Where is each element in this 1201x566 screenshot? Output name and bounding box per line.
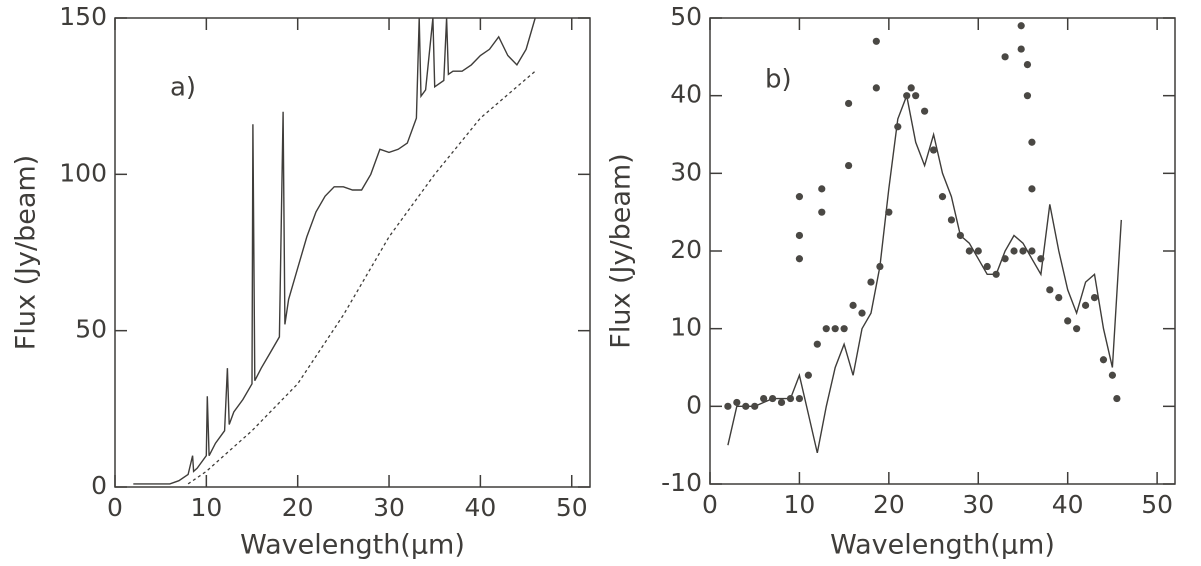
data-point: [822, 325, 830, 333]
data-point: [947, 216, 956, 224]
y-tick-label: 10: [670, 313, 702, 342]
data-point: [965, 247, 973, 255]
y-axis-title: Flux (Jy/beam): [606, 153, 637, 348]
y-tick-label: 100: [59, 158, 107, 187]
data-point: [795, 231, 804, 240]
data-point: [1028, 138, 1036, 146]
data-point: [818, 185, 826, 193]
x-tick-label: 40: [1052, 490, 1084, 519]
y-axis-title: Flux (Jy/beam): [11, 155, 42, 350]
data-point: [1108, 371, 1117, 379]
panel: 0 10 20 30 40 50 0 50 100 150 Wavelength(μm) Flux (…: [11, 2, 591, 561]
data-point: [1055, 294, 1063, 302]
data-point: [1090, 294, 1099, 302]
y-tick-label: 0: [91, 471, 107, 500]
data-point: [1017, 45, 1025, 53]
y-tick-label: -10: [661, 468, 702, 497]
data-point: [938, 193, 947, 201]
data-point: [742, 402, 750, 410]
spectrum-line: [727, 93, 1122, 454]
data-point: [795, 255, 804, 263]
data-point: [1099, 356, 1108, 364]
panel: 0 10 20 30 40 50-1001020304050Wavelength(μm)F…: [606, 2, 1176, 561]
data-point: [885, 208, 893, 216]
x-tick-label: 0: [702, 490, 718, 519]
data-point: [1023, 61, 1032, 69]
data-point: [849, 301, 857, 309]
data-point: [858, 309, 866, 317]
data-point: [760, 394, 768, 403]
data-point: [894, 123, 902, 131]
data-point: [1010, 247, 1018, 255]
data-point: [1001, 255, 1009, 263]
data-point: [1028, 247, 1036, 255]
data-point: [992, 270, 1000, 278]
plot-frame: [114, 17, 591, 488]
data-point: [907, 84, 915, 92]
y-tick-label: 50: [670, 2, 702, 31]
data-point: [777, 398, 786, 407]
data-point: [1081, 301, 1090, 309]
y-tick-label: 0: [686, 390, 702, 419]
data-point: [804, 371, 812, 379]
data-point: [876, 262, 884, 271]
data-point: [751, 402, 759, 410]
x-tick-label: 10: [190, 493, 222, 522]
x-tick-label: 30: [962, 490, 994, 519]
y-tick-label: 150: [59, 2, 107, 31]
data-point: [929, 146, 938, 154]
x-tick-label: 50: [556, 493, 588, 522]
x-tick-label: 10: [784, 490, 816, 519]
data-point: [872, 37, 880, 45]
data-point: [872, 84, 880, 92]
x-tick-label: 0: [107, 493, 123, 522]
x-tick-label: 40: [464, 493, 496, 522]
data-point: [786, 394, 795, 403]
data-point: [1001, 53, 1009, 61]
data-point: [831, 325, 839, 333]
data-point: [1046, 286, 1054, 294]
data-point: [768, 394, 777, 403]
data-point: [818, 208, 826, 216]
x-tick-label: 30: [373, 493, 405, 522]
x-tick-label: 20: [873, 490, 905, 519]
data-point: [840, 325, 848, 333]
y-tick-label: 50: [75, 315, 107, 344]
spectrum-line: [187, 70, 536, 485]
data-point: [974, 247, 982, 255]
panel-annotation: a): [170, 73, 196, 103]
data-point: [983, 262, 991, 271]
data-point: [1019, 247, 1027, 255]
y-tick-label: 40: [670, 80, 702, 109]
data-point: [903, 92, 911, 100]
data-point: [912, 92, 920, 100]
x-tick-label: 50: [1141, 490, 1173, 519]
data-point: [1023, 92, 1032, 100]
data-point: [921, 107, 929, 115]
data-point: [1064, 317, 1072, 325]
x-axis-title: Wavelength(μm): [830, 530, 1055, 561]
x-axis-title: Wavelength(μm): [240, 530, 465, 561]
data-point: [795, 193, 804, 201]
data-point: [724, 402, 732, 410]
data-point: [845, 99, 853, 108]
y-tick-label: 20: [670, 235, 702, 264]
data-point: [813, 340, 821, 348]
data-point: [1073, 325, 1081, 333]
data-point: [733, 398, 741, 407]
data-point: [1017, 22, 1025, 30]
data-point: [1037, 255, 1045, 263]
y-tick-label: 30: [670, 157, 702, 186]
data-point: [1113, 394, 1121, 403]
x-tick-label: 20: [282, 493, 314, 522]
data-point: [795, 394, 804, 403]
data-point: [1028, 185, 1036, 193]
data-point: [867, 278, 875, 286]
panel-annotation: b): [765, 65, 792, 95]
data-point: [845, 161, 853, 170]
spectrum-line: [133, 17, 536, 485]
data-point: [956, 231, 964, 240]
